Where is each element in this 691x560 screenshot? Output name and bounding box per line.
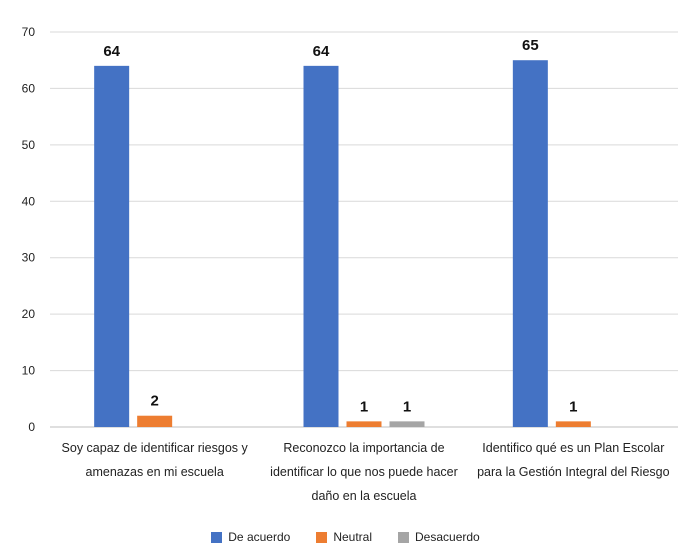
- legend-label: Neutral: [333, 530, 372, 544]
- bar: [303, 65, 339, 427]
- data-label: 2: [150, 393, 158, 410]
- x-axis: Soy capaz de identificar riesgos y amenaz…: [62, 441, 670, 503]
- data-label: 64: [313, 43, 330, 60]
- y-axis: 0 10 20 30 40 50 60 70: [22, 25, 36, 434]
- y-tick-label: 40: [22, 194, 36, 208]
- y-tick-label: 30: [22, 251, 36, 265]
- bar: [389, 421, 425, 427]
- legend-item-de-acuerdo: De acuerdo: [211, 530, 290, 544]
- x-tick-label: Reconozco la importancia de: [283, 441, 444, 455]
- data-label: 65: [522, 37, 539, 54]
- bar: [94, 65, 130, 427]
- y-tick-label: 10: [22, 364, 36, 378]
- bar-chart: 0 10 20 30 40 50 60 70 64 2 64 1 1 65 1 Soy capaz de …: [22, 25, 678, 503]
- legend-swatch-desacuerdo: [398, 531, 409, 543]
- data-labels: 64 2 64 1 1 65 1: [103, 37, 577, 415]
- legend-label: Desacuerdo: [415, 530, 480, 544]
- y-tick-label: 0: [28, 420, 35, 434]
- x-tick-label: identificar lo que nos puede hacer: [270, 465, 458, 479]
- bars: [94, 60, 591, 427]
- x-tick-label: Soy capaz de identificar riesgos y: [62, 441, 249, 455]
- bar: [512, 60, 548, 427]
- legend-swatch-de-acuerdo: [211, 531, 223, 543]
- x-tick-label: Identifico qué es un Plan Escolar: [482, 441, 664, 455]
- y-tick-label: 70: [22, 25, 36, 39]
- bar: [555, 421, 591, 427]
- data-label: 1: [403, 398, 411, 415]
- y-tick-label: 60: [22, 81, 36, 95]
- x-tick-label: amenazas en mi escuela: [86, 465, 224, 479]
- gridlines: [50, 31, 678, 428]
- data-label: 64: [103, 43, 120, 60]
- legend-item-desacuerdo: Desacuerdo: [398, 530, 480, 544]
- x-tick-label: daño en la escuela: [312, 489, 417, 503]
- data-label: 1: [569, 398, 577, 415]
- legend-item-neutral: Neutral: [316, 530, 372, 544]
- legend-swatch-neutral: [316, 531, 328, 543]
- legend-label: De acuerdo: [228, 530, 291, 544]
- bar: [137, 415, 173, 427]
- bar: [346, 421, 382, 427]
- x-tick-label: para la Gestión Integral del Riesgo: [477, 465, 670, 479]
- data-label: 1: [360, 398, 368, 415]
- y-tick-label: 20: [22, 307, 36, 321]
- y-tick-label: 50: [22, 138, 36, 152]
- legend: De acuerdo Neutral Desacuerdo: [0, 530, 691, 544]
